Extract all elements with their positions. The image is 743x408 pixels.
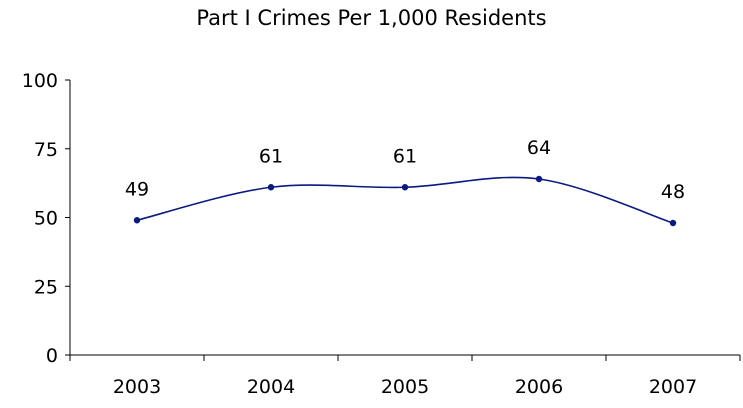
x-axis-ticks: 2003 2004 2005 2006 2007: [69, 355, 741, 398]
data-point: [535, 175, 543, 183]
data-point: [267, 184, 275, 191]
chart-axes: [69, 80, 740, 356]
data-label: 48: [661, 181, 685, 203]
x-tick-label: 2003: [113, 376, 161, 398]
data-label: 49: [125, 178, 149, 200]
y-tick-label: 75: [34, 139, 58, 161]
x-tick-label: 2007: [649, 376, 697, 398]
data-label: 61: [259, 145, 283, 167]
x-tick-label: 2004: [247, 376, 295, 398]
data-point: [133, 217, 141, 224]
y-tick-label: 50: [34, 208, 58, 230]
y-tick-label: 100: [22, 70, 58, 92]
data-labels: 49 61 61 64 48: [125, 137, 685, 203]
y-axis-ticks: 0 25 50 75 100: [22, 70, 70, 367]
x-tick-label: 2005: [381, 376, 429, 398]
x-tick-label: 2006: [515, 376, 563, 398]
data-label: 61: [393, 145, 417, 167]
series-group: [133, 175, 677, 227]
data-label: 64: [527, 137, 551, 159]
y-tick-label: 25: [34, 276, 58, 298]
data-point: [401, 184, 409, 191]
data-point: [669, 219, 677, 227]
y-tick-label: 0: [46, 345, 58, 367]
chart-title: Part I Crimes Per 1,000 Residents: [196, 6, 547, 30]
